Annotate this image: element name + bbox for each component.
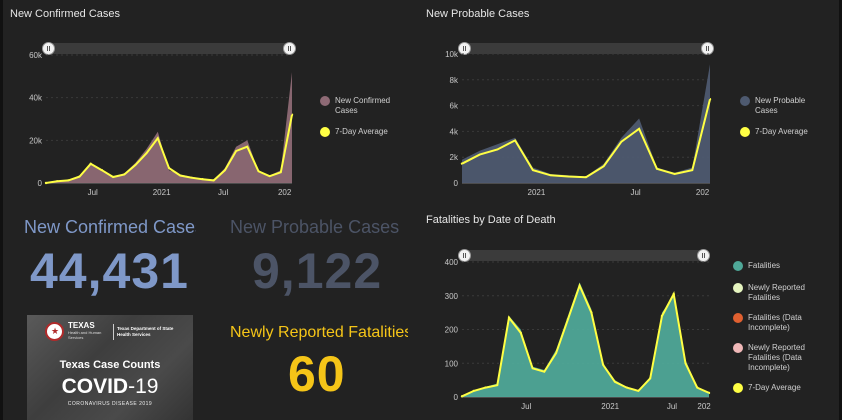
legend-confirmed-swatch [320,96,330,106]
legend-item-fatalities[interactable]: Fatalities [733,261,829,271]
y-tick-label: 40k [29,94,43,103]
logo-covid-wordmark: COVID-19 [61,375,159,398]
confirmed-slider-end-handle[interactable] [283,42,296,55]
probable-series-area[interactable] [462,64,710,183]
fatalities-slider-start-handle[interactable] [458,249,471,262]
legend-fatalities-avg-swatch [733,383,743,393]
hhs-seal-icon: ★ [45,322,64,341]
y-tick-label: 8k [450,76,459,85]
legend-newly-incomplete-swatch [733,343,743,353]
confirmed-time-slider[interactable] [48,43,290,54]
y-tick-label: 0 [454,393,459,402]
legend-confirmed-label: New Confirmed Cases [335,96,391,115]
fatalities-chart: 0 100 200 300 400 Jul 2021 Jul 202 [445,258,712,411]
y-tick-label: 10k [445,50,459,59]
y-tick-label: 6k [450,102,459,111]
logo-headline: Texas Case Counts [59,359,161,371]
probable-time-slider[interactable] [464,43,708,54]
probable-slider-start-handle[interactable] [458,42,471,55]
confirmed-slider-start-handle[interactable] [42,42,55,55]
probable-indicator-label: New Probable Cases [230,217,400,237]
legend-probable-swatch [740,96,750,106]
dshs-org-line1: Texas Department of State [117,326,174,331]
window-left-edge [0,0,3,420]
fatalities-7day-average-line[interactable] [461,282,710,398]
x-tick-label: 2021 [153,188,171,197]
confirmed-chart: 0 20k 40k 60k Jul 2021 Jul 202 [29,51,294,197]
fatalities-indicator-label: Newly Reported Fatalities [230,324,408,341]
legend-newly-reported-label: Newly Reported Fatalities [748,283,805,302]
legend-newly-incomplete-label: Newly Reported Fatalities (Data Incomple… [748,343,805,372]
probable-indicator-value: 9,122 [252,243,383,299]
logo-divider [113,324,114,340]
legend-confirmed-avg-swatch [320,127,330,137]
legend-item-probable-avg[interactable]: 7-Day Average [740,127,830,137]
y-tick-label: 300 [445,292,459,301]
legend-probable-label: New Probable Cases [755,96,806,115]
y-tick-label: 0 [38,179,43,188]
x-tick-label: Jul [218,188,228,197]
x-tick-label: Jul [88,188,98,197]
window-right-edge [839,0,842,420]
confirmed-indicator-label: New Confirmed Cases [24,217,196,237]
y-tick-label: 2k [450,153,459,162]
x-tick-label: Jul [630,188,640,197]
x-tick-label: 2021 [601,402,619,411]
x-tick-label: 202 [697,402,711,411]
probable-7day-average-line[interactable] [461,98,711,179]
legend-item-probable[interactable]: New Probable Cases [740,96,830,116]
hhs-org-line3: Services [68,335,84,340]
confirmed-7day-average-line[interactable] [45,114,293,184]
legend-item-data-incomplete[interactable]: Fatalities (Data Incomplete) [733,313,829,333]
legend-confirmed-avg-label: 7-Day Average [335,127,388,136]
y-tick-label: 20k [29,136,43,145]
legend-probable-avg-label: 7-Day Average [755,127,808,136]
fatalities-indicator-value: 60 [288,346,346,402]
hhs-org-line2: Health and Human [68,330,102,335]
y-tick-label: 400 [445,258,459,267]
texas-covid-logo-card: ★ TEXAS Health and Human Services Texas … [27,315,193,420]
legend-item-newly-incomplete[interactable]: Newly Reported Fatalities (Data Incomple… [733,343,829,373]
x-tick-label: 202 [278,188,292,197]
y-tick-label: 60k [29,51,43,60]
x-tick-label: 202 [696,188,710,197]
probable-chart: 0 2k 4k 6k 8k 10k 2021 Jul 202 [445,50,712,197]
fatalities-panel-title: Fatalities by Date of Death [426,214,556,226]
y-tick-label: 4k [450,127,459,136]
y-tick-label: 0 [454,179,459,188]
fatalities-series-area[interactable] [462,282,709,397]
fatalities-time-slider[interactable] [464,250,704,261]
legend-data-incomplete-swatch [733,313,743,323]
hhs-org-name: TEXAS [68,321,95,330]
x-tick-label: 2021 [528,188,546,197]
confirmed-panel-title: New Confirmed Cases [10,8,121,20]
legend-item-fatalities-avg[interactable]: 7-Day Average [733,383,829,393]
confirmed-indicator-value: 44,431 [30,243,189,299]
logo-subtitle: CORONAVIRUS DISEASE 2019 [67,401,153,407]
legend-fatalities-swatch [733,261,743,271]
dshs-org-line2: Health Services [117,332,151,337]
x-tick-label: Jul [667,402,677,411]
legend-fatalities-label: Fatalities [748,261,781,270]
legend-fatalities-avg-label: 7-Day Average [748,383,801,392]
y-tick-label: 100 [445,359,459,368]
y-tick-label: 200 [445,326,459,335]
legend-item-confirmed[interactable]: New Confirmed Cases [320,96,410,116]
legend-data-incomplete-label: Fatalities (Data Incomplete) [748,313,802,332]
probable-panel-title: New Probable Cases [426,8,530,20]
legend-probable-avg-swatch [740,127,750,137]
legend-item-newly-reported[interactable]: Newly Reported Fatalities [733,283,829,303]
legend-item-confirmed-avg[interactable]: 7-Day Average [320,127,410,137]
x-tick-label: Jul [521,402,531,411]
legend-newly-reported-swatch [733,283,743,293]
